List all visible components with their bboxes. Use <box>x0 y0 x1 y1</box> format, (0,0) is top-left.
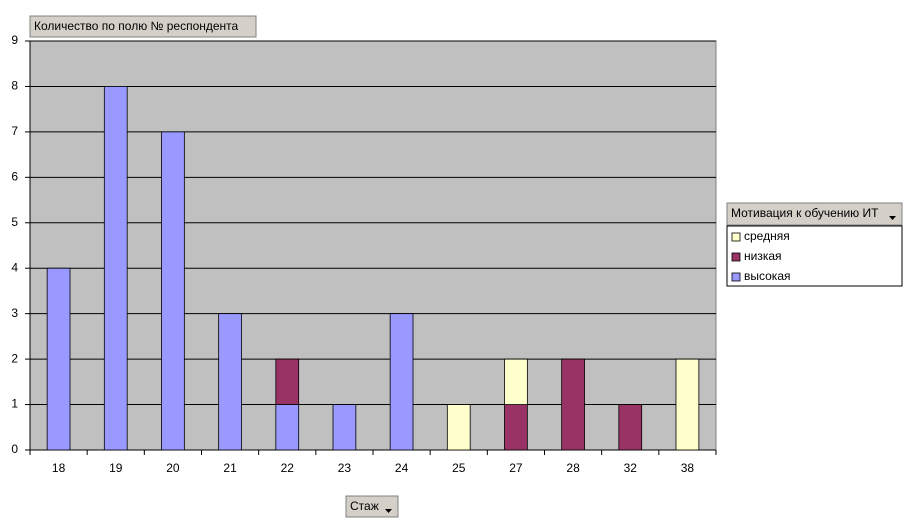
legend-label: средняя <box>744 229 790 243</box>
bar-segment <box>675 358 700 451</box>
legend-box <box>726 225 903 287</box>
bar-segment <box>504 358 528 405</box>
x-tick-label: 32 <box>624 461 638 475</box>
x-tick-label: 27 <box>509 461 523 475</box>
x-tick-label: 38 <box>681 461 695 475</box>
y-tick-label: 6 <box>11 170 18 184</box>
legend-swatch <box>731 272 741 282</box>
bar-segment <box>389 313 414 451</box>
chart-title: Количество по полю № респондента <box>34 19 239 33</box>
bar-segment <box>332 404 357 451</box>
title-button[interactable] <box>29 15 257 38</box>
legend-label: высокая <box>744 269 791 283</box>
y-tick-label: 9 <box>11 33 18 47</box>
x-tick-label: 28 <box>566 461 580 475</box>
legend-swatch <box>731 252 741 262</box>
y-tick-label: 7 <box>11 124 18 138</box>
x-axis-label: Стаж <box>350 499 379 513</box>
bar-segment <box>161 131 185 451</box>
x-tick-label: 18 <box>52 461 66 475</box>
x-tick-label: 19 <box>109 461 123 475</box>
y-tick-label: 0 <box>11 442 18 456</box>
bar-segment <box>618 404 643 451</box>
x-tick-label: 21 <box>223 461 237 475</box>
x-tick-label: 20 <box>166 461 180 475</box>
bar-segment <box>275 358 300 405</box>
dropdown-arrow <box>385 509 392 513</box>
plot-area <box>29 40 717 451</box>
legend-swatch <box>731 232 741 242</box>
x-tick-label: 23 <box>338 461 352 475</box>
bar-segment <box>446 404 471 451</box>
bar-segment <box>275 404 300 451</box>
bar-segment <box>46 267 71 451</box>
bar-segment <box>561 358 585 451</box>
y-tick-label: 1 <box>11 397 18 411</box>
x-tick-label: 25 <box>452 461 466 475</box>
x-label-button[interactable] <box>345 495 399 518</box>
y-tick-label: 8 <box>11 79 18 93</box>
dropdown-arrow <box>889 216 896 220</box>
y-tick-label: 3 <box>11 306 18 320</box>
y-tick-label: 4 <box>11 260 18 274</box>
y-tick-label: 5 <box>11 215 18 229</box>
bar-segment <box>103 86 128 451</box>
x-tick-label: 22 <box>281 461 295 475</box>
bar-segment <box>218 313 242 451</box>
legend-label: низкая <box>744 249 782 263</box>
legend-title-button[interactable] <box>726 202 903 226</box>
y-tick-label: 2 <box>11 351 18 365</box>
x-tick-label: 24 <box>395 461 409 475</box>
legend-title: Мотивация к обучению ИТ <box>731 206 879 220</box>
bar-segment <box>504 404 528 451</box>
